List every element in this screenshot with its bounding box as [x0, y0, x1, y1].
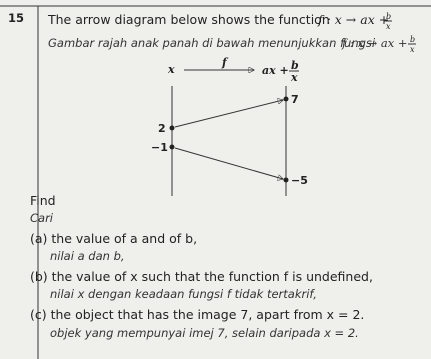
map-label: f: [221, 56, 229, 69]
part-ms: nilai x dengan keadaan fungsi f tidak te…: [50, 287, 317, 301]
domain-value: 2: [158, 122, 166, 135]
fraction-denominator: x: [386, 22, 391, 31]
part-ms: objek yang mempunyai imej 7, selain dari…: [50, 326, 359, 340]
codomain-denominator: x: [290, 71, 298, 84]
codomain-value: 7: [291, 93, 299, 106]
domain-point: [169, 144, 175, 150]
codomain-numerator: b: [291, 59, 299, 72]
question-number: 15: [8, 11, 24, 25]
function: f : x → ax +: [317, 12, 389, 27]
codomain-point: [283, 177, 289, 183]
find-ms: Cari: [30, 211, 54, 225]
part-en: (a) the value of a and of b,: [30, 231, 197, 246]
intro-en: The arrow diagram below shows the functi…: [47, 12, 330, 27]
intro-ms: Gambar rajah anak panah di bawah menunju…: [48, 36, 376, 50]
domain-value: −1: [151, 141, 168, 154]
codomain-point: [283, 96, 289, 102]
fraction-denominator: x: [410, 45, 415, 54]
fraction-numerator: b: [410, 35, 415, 44]
mapping-arrow: [174, 100, 283, 128]
domain-point: [169, 125, 175, 131]
mapping-arrow: [174, 147, 283, 179]
codomain-label: ax +: [262, 64, 289, 77]
part-ms: nilai a dan b,: [50, 249, 125, 263]
part-en: (c) the object that has the image 7, apa…: [30, 307, 364, 322]
codomain-value: −5: [291, 174, 308, 187]
domain-label: x: [167, 63, 175, 76]
part-en: (b) the value of x such that the functio…: [30, 269, 373, 284]
fraction-numerator: b: [386, 12, 391, 21]
function: f : x → ax +: [341, 36, 408, 50]
find-en: Find: [30, 193, 56, 208]
